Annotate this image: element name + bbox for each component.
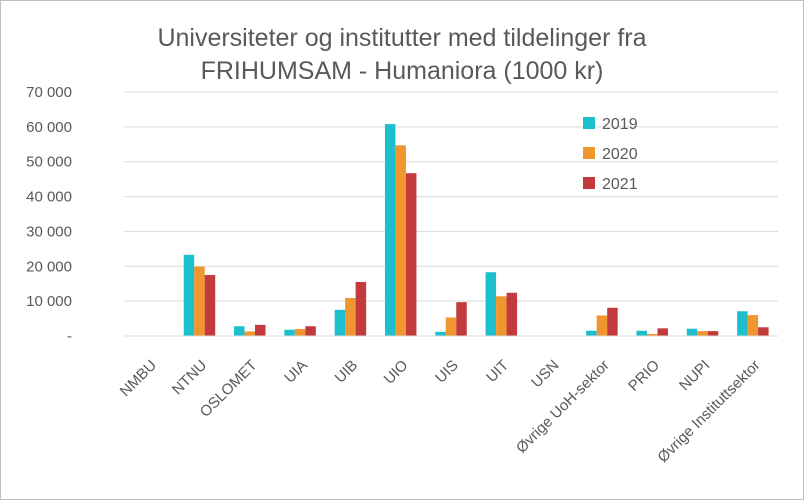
bar-uio-2019 bbox=[384, 124, 396, 336]
x-tick-label-uia: UIA bbox=[281, 357, 311, 387]
y-tick-label-30000: 30 000 bbox=[26, 223, 72, 240]
bar-vrige-instituttsektor-2019 bbox=[737, 311, 748, 336]
bar-uit-2020 bbox=[496, 296, 507, 336]
y-tick-label-40000: 40 000 bbox=[26, 189, 72, 206]
bar-uio-2021 bbox=[405, 173, 417, 336]
bar-uit-2019 bbox=[485, 272, 497, 336]
bar-uis-2019 bbox=[435, 331, 446, 336]
legend-swatch-2019 bbox=[583, 117, 595, 129]
bar-nupi-2021 bbox=[707, 331, 719, 336]
y-tick-label-50000: 50 000 bbox=[26, 154, 72, 171]
x-tick-label-uib: UIB bbox=[332, 357, 362, 387]
y-tick-label-0: - bbox=[67, 328, 72, 345]
bar-vrige-uoh-sektor-2019 bbox=[586, 330, 597, 336]
bar-ntnu-2020 bbox=[194, 266, 205, 336]
bar-uit-2021 bbox=[506, 292, 518, 336]
bar-vrige-instituttsektor-2021 bbox=[758, 327, 769, 336]
x-tick-label-vrige-uoh-sektor: Øvrige UoH-sektor bbox=[513, 357, 613, 457]
x-tick-label-vrige-instituttsektor: Øvrige Instituttsektor bbox=[654, 357, 763, 466]
bar-prio-2021 bbox=[657, 328, 668, 336]
x-tick-label-nmbu: NMBU bbox=[117, 357, 160, 400]
y-tick-label-70000: 70 000 bbox=[26, 84, 72, 101]
bar-uia-2019 bbox=[284, 329, 295, 336]
y-tick-label-10000: 10 000 bbox=[26, 293, 72, 310]
bar-prio-2019 bbox=[636, 330, 647, 336]
bar-nupi-2020 bbox=[697, 331, 708, 336]
x-tick-label-uit: UIT bbox=[483, 357, 512, 386]
gridlines bbox=[124, 91, 778, 302]
x-tick-label-ntnu: NTNU bbox=[169, 357, 210, 398]
y-tick-label-20000: 20 000 bbox=[26, 258, 72, 275]
bar-nupi-2019 bbox=[686, 328, 698, 336]
bar-uis-2021 bbox=[456, 302, 467, 336]
legend-swatch-2021 bbox=[583, 177, 595, 189]
bar-uia-2020 bbox=[294, 329, 306, 336]
x-tick-label-uis: UIS bbox=[432, 357, 462, 387]
bar-prio-2020 bbox=[646, 333, 658, 336]
bar-uio-2020 bbox=[395, 145, 406, 336]
bar-vrige-instituttsektor-2020 bbox=[747, 315, 759, 336]
chart-title: Universiteter og institutter med tildeli… bbox=[0, 22, 804, 88]
bar-oslomet-2021 bbox=[255, 324, 266, 336]
chart-title-line-2: FRIHUMSAM - Humaniora (1000 kr) bbox=[200, 57, 604, 85]
bar-oslomet-2020 bbox=[244, 331, 256, 336]
bar-uib-2019 bbox=[334, 309, 346, 336]
legend-swatch-2020 bbox=[583, 147, 595, 159]
bar-ntnu-2021 bbox=[204, 275, 216, 336]
chart-title-line-1: Universiteter og institutter med tildeli… bbox=[157, 24, 647, 52]
bar-ntnu-2019 bbox=[183, 254, 195, 336]
legend-label-2019: 2019 bbox=[602, 116, 638, 133]
x-tick-label-prio: PRIO bbox=[625, 357, 663, 395]
bar-vrige-uoh-sektor-2020 bbox=[596, 315, 608, 336]
legend: 2019 2020 2021 bbox=[583, 116, 638, 193]
bar-uia-2021 bbox=[305, 326, 316, 336]
legend-label-2020: 2020 bbox=[602, 146, 638, 163]
bar-uib-2021 bbox=[355, 281, 367, 336]
x-tick-label-usn: USN bbox=[528, 357, 562, 391]
bar-vrige-uoh-sektor-2021 bbox=[607, 307, 618, 336]
legend-label-2021: 2021 bbox=[602, 176, 638, 193]
x-tick-label-nupi: NUPI bbox=[676, 357, 713, 394]
bar-oslomet-2019 bbox=[234, 326, 245, 336]
bar-uib-2020 bbox=[345, 298, 356, 336]
bar-uis-2020 bbox=[445, 317, 457, 336]
y-tick-label-60000: 60 000 bbox=[26, 119, 72, 136]
bars bbox=[183, 124, 769, 336]
x-tick-label-uio: UIO bbox=[381, 357, 412, 388]
